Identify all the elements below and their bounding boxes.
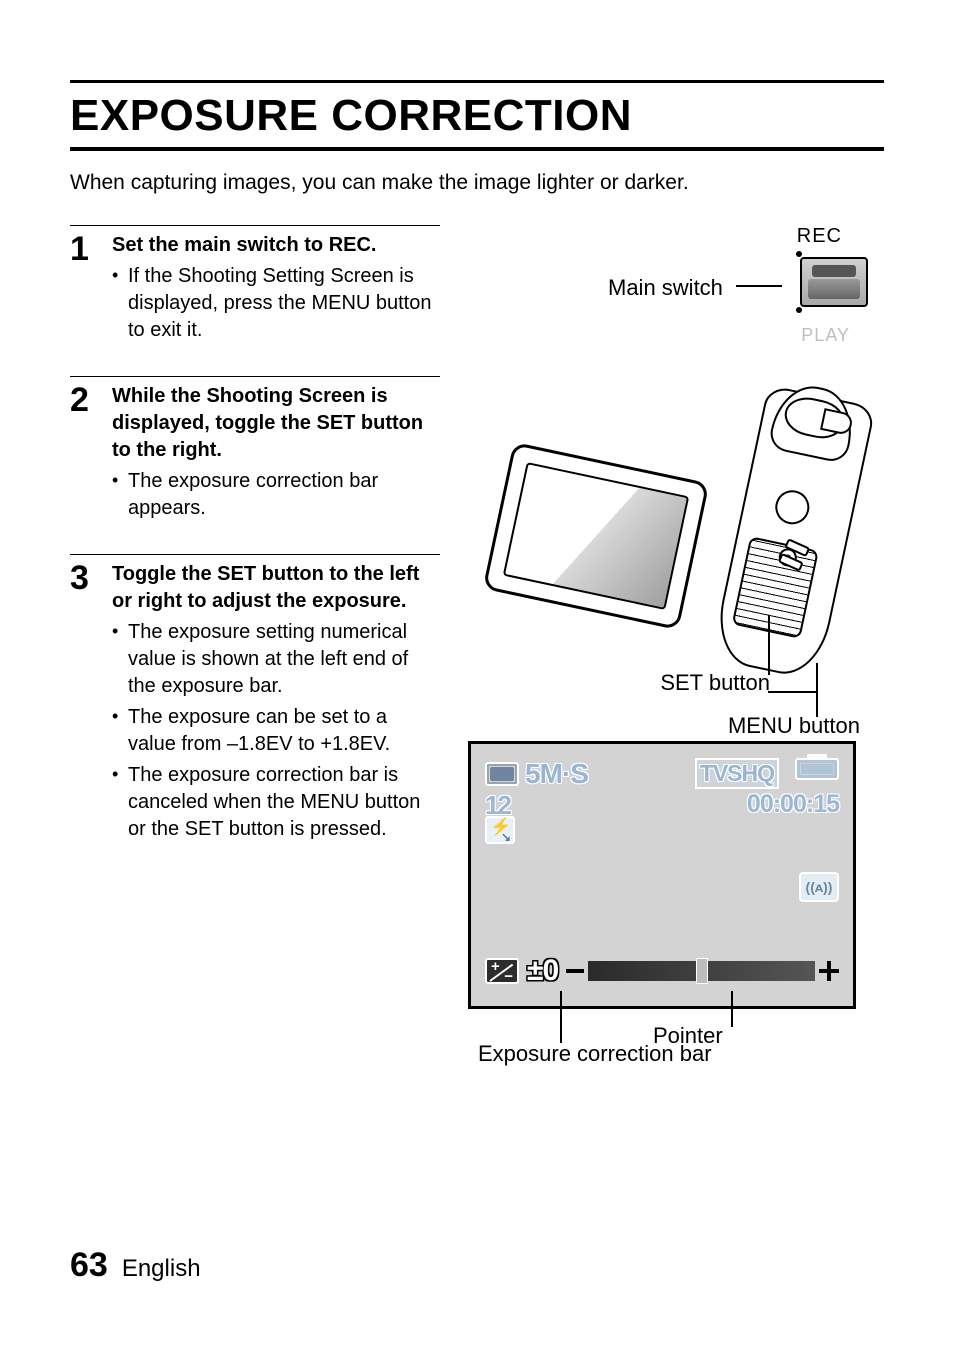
step-bullet: The exposure correction bar is canceled … xyxy=(112,762,440,843)
page-title: EXPOSURE CORRECTION xyxy=(70,91,884,141)
leader-line xyxy=(736,285,782,287)
step-bullet: The exposure correction bar appears. xyxy=(112,468,440,522)
card-icon xyxy=(485,762,519,786)
step-3: 3 Toggle the SET button to the left or r… xyxy=(70,554,440,847)
step-bullet: The exposure setting numerical value is … xyxy=(112,619,440,700)
minus-icon xyxy=(566,969,584,973)
step-heading: Set the main switch to REC. xyxy=(112,232,440,259)
menu-button-label: MENU button xyxy=(680,713,860,739)
ev-value: ±0 xyxy=(527,954,558,988)
illustration-column: REC PLAY Main switch SET button MENU but… xyxy=(458,225,884,875)
stabilizer-icon: ((ᴀ)) xyxy=(799,872,839,902)
steps-column: 1 Set the main switch to REC. If the Sho… xyxy=(70,225,440,875)
leader-line xyxy=(768,615,770,675)
step-number: 1 xyxy=(70,232,98,348)
page-footer: 63 English xyxy=(70,1246,201,1285)
leader-line xyxy=(816,663,818,717)
lcd-preview: 5M·S 12 TVSHQ 00:00:15 ((ᴀ)) ±0 xyxy=(468,741,856,1009)
main-switch-icon xyxy=(800,257,868,307)
plus-icon xyxy=(819,961,839,981)
play-label: PLAY xyxy=(801,325,850,346)
rec-label: REC xyxy=(797,225,842,248)
step-heading: Toggle the SET button to the left or rig… xyxy=(112,561,440,615)
step-number: 2 xyxy=(70,383,98,526)
exposure-bar-label: Exposure correction bar xyxy=(478,1041,712,1067)
resolution-indicator: 5M·S xyxy=(525,758,588,790)
leader-line xyxy=(731,991,733,1027)
main-switch-label: Main switch xyxy=(608,275,723,301)
step-number: 3 xyxy=(70,561,98,847)
step-bullet: If the Shooting Setting Screen is displa… xyxy=(112,263,440,344)
leader-line xyxy=(768,691,818,693)
step-heading: While the Shooting Screen is displayed, … xyxy=(112,383,440,464)
language-label: English xyxy=(122,1255,201,1283)
set-button-label: SET button xyxy=(640,670,770,696)
camera-illustration xyxy=(488,375,858,715)
ev-icon xyxy=(485,958,519,984)
leader-line xyxy=(560,991,562,1043)
step-1: 1 Set the main switch to REC. If the Sho… xyxy=(70,225,440,348)
flash-icon xyxy=(485,816,515,844)
exposure-pointer xyxy=(696,958,708,984)
exposure-correction-bar xyxy=(588,961,815,981)
intro-text: When capturing images, you can make the … xyxy=(70,169,884,197)
video-mode-indicator: TVSHQ xyxy=(695,758,779,789)
record-time: 00:00:15 xyxy=(747,790,839,819)
page-number: 63 xyxy=(70,1246,108,1285)
exposure-bar-row: ±0 xyxy=(485,954,839,988)
step-2: 2 While the Shooting Screen is displayed… xyxy=(70,376,440,526)
step-bullet: The exposure can be set to a value from … xyxy=(112,704,440,758)
battery-icon xyxy=(795,758,839,780)
